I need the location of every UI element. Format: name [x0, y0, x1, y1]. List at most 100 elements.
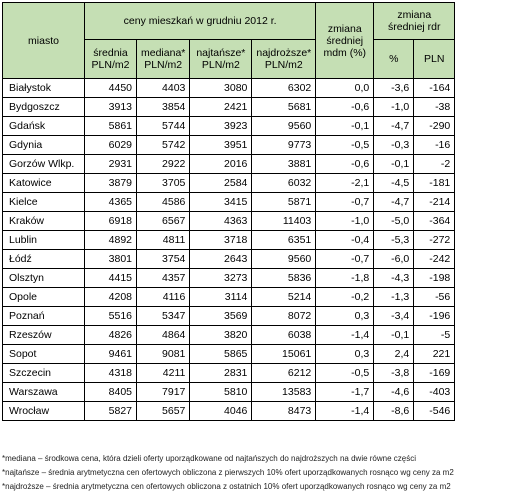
city-cell: Olsztyn [2, 268, 85, 288]
highest-price-cell: 6302 [251, 78, 317, 98]
avg-price-cell: 3879 [84, 173, 137, 193]
monthly-change-cell: 0,3 [315, 344, 375, 364]
highest-price-cell: 8473 [251, 401, 317, 421]
city-cell: Katowice [2, 173, 85, 193]
header-city: miasto [2, 2, 85, 79]
monthly-change-cell: -1,0 [315, 211, 375, 231]
monthly-change-cell: -0,6 [315, 97, 375, 117]
footnote-highest: *najdroższe – średnia arytmetyczna cen o… [2, 482, 451, 491]
lowest-price-cell: 5865 [189, 344, 253, 364]
lowest-price-cell: 3114 [189, 287, 253, 307]
city-cell: Białystok [2, 78, 85, 98]
footnote-median: *mediana – środkowa cena, która dzieli o… [2, 454, 417, 463]
table-row: Katowice 3879 3705 2584 6032 -2,1 -4,5 -181 [2, 173, 456, 193]
lowest-price-cell: 3569 [189, 306, 253, 326]
median-price-cell: 9081 [135, 344, 191, 364]
header-lowest: najtańsze* PLN/m2 [189, 39, 253, 79]
header-prices-group: ceny mieszkań w grudniu 2012 r. [83, 2, 317, 40]
city-cell: Gorzów Wlkp. [2, 154, 85, 174]
avg-price-cell: 9461 [84, 344, 137, 364]
monthly-change-cell: -0,7 [315, 192, 375, 212]
lowest-price-cell: 5810 [189, 382, 253, 402]
monthly-change-cell: -1,7 [315, 382, 375, 402]
median-price-cell: 7917 [135, 382, 191, 402]
highest-price-cell: 6038 [251, 325, 317, 345]
monthly-change-cell: -0,1 [315, 116, 375, 136]
yearly-change-pct-cell: -4,6 [373, 382, 415, 402]
avg-price-cell: 6918 [84, 211, 137, 231]
table-row: Łódź 3801 3754 2643 9560 -0,7 -6,0 -242 [2, 249, 456, 269]
median-price-cell: 3854 [135, 97, 191, 117]
lowest-price-cell: 4046 [189, 401, 253, 421]
lowest-price-cell: 4363 [189, 211, 253, 231]
median-price-cell: 4403 [135, 78, 191, 98]
header-pct: % [373, 39, 415, 79]
yearly-change-pct-cell: -8,6 [373, 401, 415, 421]
header-median: mediana* PLN/m2 [135, 39, 191, 79]
yearly-change-pct-cell: -1,0 [373, 97, 415, 117]
highest-price-cell: 8072 [251, 306, 317, 326]
monthly-change-cell: -1,4 [315, 325, 375, 345]
yearly-change-pct-cell: -4,7 [373, 192, 415, 212]
lowest-price-cell: 2584 [189, 173, 253, 193]
yearly-change-pln-cell: -5 [413, 325, 456, 345]
avg-price-cell: 5861 [84, 116, 137, 136]
yearly-change-pln-cell: -364 [413, 211, 456, 231]
yearly-change-pct-cell: -6,0 [373, 249, 415, 269]
table-row: Olsztyn 4415 4357 3273 5836 -1,8 -4,3 -198 [2, 268, 456, 288]
city-cell: Bydgoszcz [2, 97, 85, 117]
yearly-change-pln-cell: -169 [413, 363, 456, 383]
yearly-change-pct-cell: -4,7 [373, 116, 415, 136]
yearly-change-pct-cell: -4,3 [373, 268, 415, 288]
yearly-change-pln-cell: -16 [413, 135, 456, 155]
table-row: Gdynia 6029 5742 3951 9773 -0,5 -0,3 -16 [2, 135, 456, 155]
table-row: Gorzów Wlkp. 2931 2922 2016 3881 -0,6 -0,1 -2 [2, 154, 456, 174]
highest-price-cell: 15061 [251, 344, 317, 364]
lowest-price-cell: 2421 [189, 97, 253, 117]
avg-price-cell: 4365 [84, 192, 137, 212]
yearly-change-pln-cell: -242 [413, 249, 456, 269]
highest-price-cell: 13583 [251, 382, 317, 402]
avg-price-cell: 4415 [84, 268, 137, 288]
highest-price-cell: 6032 [251, 173, 317, 193]
city-cell: Wrocław [2, 401, 85, 421]
table-row: Lublin 4892 4811 3718 6351 -0,4 -5,3 -272 [2, 230, 456, 250]
highest-price-cell: 5871 [251, 192, 317, 212]
median-price-cell: 6567 [135, 211, 191, 231]
median-price-cell: 5742 [135, 135, 191, 155]
yearly-change-pln-cell: -198 [413, 268, 456, 288]
lowest-price-cell: 3273 [189, 268, 253, 288]
yearly-change-pct-cell: -4,5 [373, 173, 415, 193]
monthly-change-cell: 0,3 [315, 306, 375, 326]
monthly-change-cell: -0,4 [315, 230, 375, 250]
monthly-change-cell: -0,2 [315, 287, 375, 307]
city-cell: Warszawa [2, 382, 85, 402]
lowest-price-cell: 2643 [189, 249, 253, 269]
avg-price-cell: 6029 [84, 135, 137, 155]
yearly-change-pln-cell: -196 [413, 306, 456, 326]
highest-price-cell: 5836 [251, 268, 317, 288]
table-row: Wrocław 5827 5657 4046 8473 -1,4 -8,6 -546 [2, 401, 456, 421]
yearly-change-pln-cell: -38 [413, 97, 456, 117]
avg-price-cell: 4318 [84, 363, 137, 383]
header-avg: średnia PLN/m2 [84, 39, 137, 79]
yearly-change-pln-cell: -56 [413, 287, 456, 307]
monthly-change-cell: -1,4 [315, 401, 375, 421]
yearly-change-pln-cell: -290 [413, 116, 456, 136]
city-cell: Sopot [2, 344, 85, 364]
table-row: Poznań 5516 5347 3569 8072 0,3 -3,4 -196 [2, 306, 456, 326]
avg-price-cell: 4892 [84, 230, 137, 250]
median-price-cell: 4864 [135, 325, 191, 345]
highest-price-cell: 9560 [251, 116, 317, 136]
median-price-cell: 2922 [135, 154, 191, 174]
avg-price-cell: 3801 [84, 249, 137, 269]
avg-price-cell: 8405 [84, 382, 137, 402]
table-body: Białystok 4450 4403 3080 6302 0,0 -3,6 -164 Bydg… [2, 78, 456, 421]
lowest-price-cell: 3923 [189, 116, 253, 136]
header-highest: najdroższe* PLN/m2 [251, 39, 317, 79]
monthly-change-cell: 0,0 [315, 78, 375, 98]
yearly-change-pct-cell: -5,0 [373, 211, 415, 231]
yearly-change-pct-cell: -0,1 [373, 154, 415, 174]
highest-price-cell: 5681 [251, 97, 317, 117]
